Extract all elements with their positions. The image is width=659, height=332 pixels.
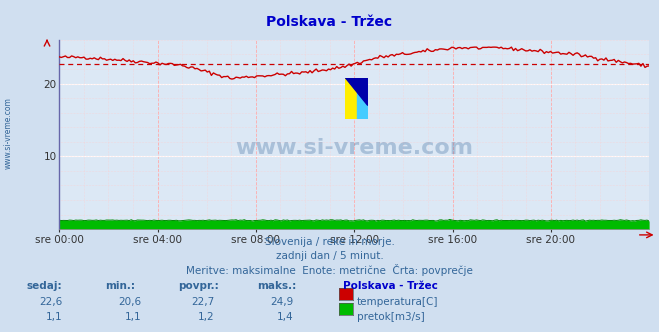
Text: 24,9: 24,9 <box>270 297 293 307</box>
Text: www.si-vreme.com: www.si-vreme.com <box>235 138 473 158</box>
Text: 1,1: 1,1 <box>46 312 63 322</box>
Text: Meritve: maksimalne  Enote: metrične  Črta: povprečje: Meritve: maksimalne Enote: metrične Črta… <box>186 264 473 276</box>
Text: sedaj:: sedaj: <box>26 281 62 290</box>
Text: maks.:: maks.: <box>257 281 297 290</box>
Text: Slovenija / reke in morje.: Slovenija / reke in morje. <box>264 237 395 247</box>
Text: min.:: min.: <box>105 281 136 290</box>
Text: 20,6: 20,6 <box>119 297 142 307</box>
Text: 22,6: 22,6 <box>40 297 63 307</box>
Text: temperatura[C]: temperatura[C] <box>357 297 439 307</box>
Text: pretok[m3/s]: pretok[m3/s] <box>357 312 425 322</box>
Text: 1,2: 1,2 <box>198 312 214 322</box>
Text: zadnji dan / 5 minut.: zadnji dan / 5 minut. <box>275 251 384 261</box>
Text: Polskava - Tržec: Polskava - Tržec <box>266 15 393 29</box>
Text: www.si-vreme.com: www.si-vreme.com <box>3 97 13 169</box>
Text: 1,1: 1,1 <box>125 312 142 322</box>
Text: 1,4: 1,4 <box>277 312 293 322</box>
Text: Polskava - Tržec: Polskava - Tržec <box>343 281 438 290</box>
Text: povpr.:: povpr.: <box>178 281 219 290</box>
Text: 22,7: 22,7 <box>191 297 214 307</box>
